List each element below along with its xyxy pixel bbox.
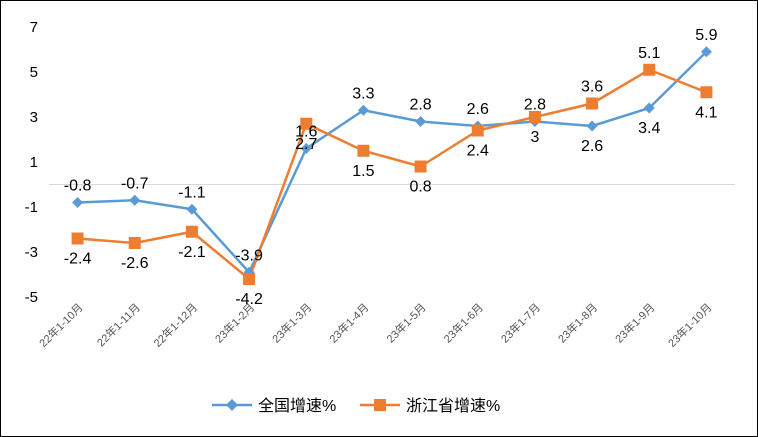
point-marker [700, 86, 713, 99]
data-label: -2.1 [178, 244, 206, 261]
point-marker [243, 273, 256, 285]
data-label: -2.6 [121, 255, 149, 272]
point-marker [186, 203, 198, 215]
x-tick-label: 23年1-4月 [326, 300, 371, 345]
data-label: 3.4 [638, 120, 660, 137]
x-tick-label: 22年1-10月 [36, 300, 86, 350]
point-marker [300, 117, 313, 130]
data-label: -2.4 [64, 251, 92, 268]
data-label: 2.4 [467, 143, 489, 160]
y-tick-label: 1 [30, 154, 38, 171]
data-label: 2.7 [295, 136, 317, 153]
point-marker [471, 124, 484, 137]
y-tick-label: -3 [25, 244, 38, 261]
data-label: 2.6 [467, 101, 489, 118]
x-tick-label: 23年1-6月 [441, 300, 486, 345]
point-marker [700, 46, 712, 58]
data-label: 3 [530, 129, 539, 146]
point-marker [643, 63, 656, 76]
point-marker [586, 120, 598, 132]
data-label: 2.8 [524, 97, 546, 114]
x-tick-label: 23年1-3月 [269, 300, 314, 345]
legend: 全国增速% 浙江省增速% [212, 397, 500, 415]
series-lines [77, 50, 708, 281]
legend-marker-zhejiang [374, 399, 386, 411]
x-tick-label: 22年1-11月 [94, 300, 143, 349]
data-label: -0.8 [64, 178, 92, 195]
x-tick-label: 23年1-10月 [665, 300, 715, 350]
data-label: 1.5 [352, 163, 374, 180]
legend-marker-national [226, 399, 238, 411]
legend-label-national: 全国增速% [258, 397, 336, 415]
data-label: -3.9 [235, 247, 263, 264]
series-markers [71, 46, 713, 285]
data-label: 5.1 [638, 45, 660, 62]
y-tick-label: -1 [25, 199, 38, 216]
y-axis-ticks: 7 5 3 1 -1 -3 -5 [25, 19, 38, 306]
point-marker [643, 102, 655, 114]
data-label: -1.1 [178, 184, 206, 201]
point-marker [300, 143, 312, 154]
data-label: 3.3 [352, 85, 374, 102]
point-marker [357, 104, 369, 116]
y-tick-label: 3 [30, 109, 38, 126]
y-tick-label: 5 [30, 64, 38, 81]
point-marker [72, 197, 84, 208]
y-tick-label: -5 [25, 289, 38, 306]
data-label: -4.2 [235, 291, 263, 308]
point-marker [414, 160, 427, 173]
x-tick-label: 23年1-8月 [555, 300, 600, 345]
y-tick-label: 7 [30, 19, 38, 36]
legend-item-zhejiang: 浙江省增速% [360, 397, 500, 415]
data-label: 4.1 [695, 104, 717, 121]
data-label: 0.8 [409, 179, 431, 196]
point-marker [415, 116, 427, 127]
x-axis-ticks: 22年1-10月 22年1-11月 22年1-12月 23年1-2月 23年1-3月 23… [36, 300, 715, 350]
data-label: -0.7 [121, 175, 149, 192]
series-line-0 [77, 50, 708, 274]
data-label: 3.6 [581, 79, 603, 96]
legend-label-zhejiang: 浙江省增速% [406, 397, 500, 415]
x-tick-label: 22年1-12月 [150, 300, 200, 350]
data-label: 5.9 [695, 27, 717, 44]
data-labels: -0.8 -0.7 -1.1 -3.9 1.6 3.3 2.8 2.6 2.8 2.6 3.4 5.9… [64, 27, 718, 308]
point-marker [357, 144, 370, 157]
data-label: 1.6 [295, 124, 317, 141]
point-marker [71, 232, 84, 245]
data-label: 2.6 [581, 138, 603, 155]
point-marker [528, 111, 541, 123]
point-marker [185, 225, 198, 238]
point-marker [129, 194, 141, 206]
series-line-1 [77, 68, 707, 281]
x-tick-label: 23年1-5月 [383, 300, 428, 345]
x-tick-label: 23年1-7月 [498, 300, 543, 345]
point-marker [128, 237, 141, 249]
x-tick-label: 23年1-9月 [612, 300, 657, 345]
data-label: 2.8 [409, 97, 431, 114]
point-marker [586, 97, 599, 110]
legend-item-national: 全国增速% [212, 397, 336, 415]
